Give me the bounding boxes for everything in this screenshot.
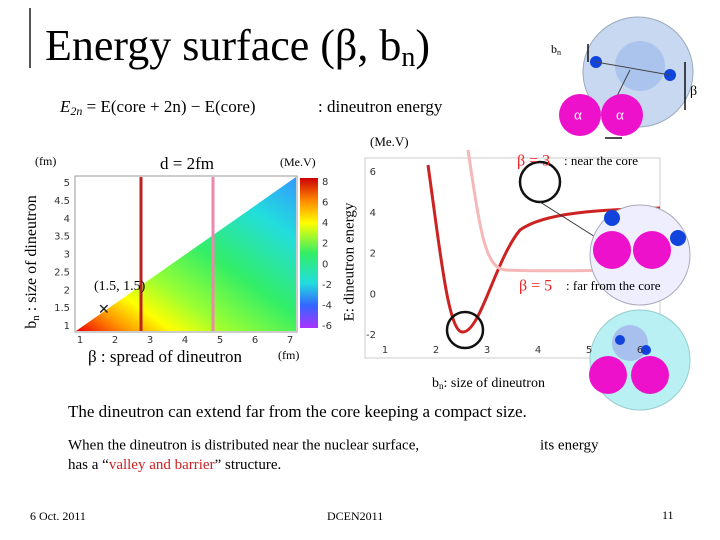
beta5-text: : far from the core: [566, 278, 661, 293]
x-tick-label: 1: [77, 335, 83, 346]
beta5: β = 5: [519, 278, 552, 295]
curve-y-tick-label: 6: [370, 167, 376, 178]
dineutron-cloud: [612, 325, 648, 361]
colorbar-tick-label: 8: [322, 177, 328, 188]
formula: E2n = E(core + 2n) − E(core): [59, 97, 256, 118]
neutron: [670, 230, 686, 246]
pointer: [539, 201, 601, 241]
y-unit: (fm): [35, 154, 56, 168]
footer-date: 6 Oct. 2011: [30, 509, 86, 523]
heatmap-title: d = 2fm: [160, 154, 214, 173]
formula-label: : dineutron energy: [318, 97, 443, 116]
y-tick-label: 4: [64, 214, 70, 225]
highlight: [445, 310, 485, 350]
y-tick-label: 3.5: [54, 232, 70, 243]
title: Energy surface (β, bn): [45, 21, 430, 73]
curve-x-unit: (fm): [278, 348, 299, 362]
alpha-label: α: [574, 107, 582, 123]
page-number: 11: [662, 508, 674, 522]
diagram: bn β α α: [551, 16, 697, 411]
alpha: [593, 231, 631, 269]
x-tick-label: 4: [182, 335, 188, 346]
neutron: [641, 345, 651, 355]
footer-conf: DCEN2011: [327, 509, 383, 523]
body-line: its energy: [540, 437, 599, 453]
curve-y-tick-label: 0: [370, 289, 376, 300]
beta3: β = 3: [517, 153, 550, 170]
bn-line: [595, 61, 671, 76]
alpha: [633, 231, 671, 269]
bn-note: bn: size of dineutron: [432, 376, 545, 391]
colorbar-tick-label: -4: [322, 300, 332, 311]
curve-x-tick-label: 6: [637, 345, 643, 356]
curve-y-tick-label: 4: [370, 208, 376, 219]
curve-beta3: [426, 164, 661, 334]
annotation: (1.5, 1.5): [94, 279, 146, 294]
y-tick-label: 2.5: [54, 267, 70, 278]
bn-label: bn: [551, 42, 561, 57]
colorbar-tick-label: 2: [322, 239, 328, 250]
alpha-label: α: [616, 107, 624, 123]
x-tick-label: 5: [217, 335, 223, 346]
x-tick-label: 3: [147, 335, 153, 346]
beta3-text: : near the core: [564, 153, 638, 168]
alpha: [589, 356, 627, 394]
curve-x-tick-label: 2: [433, 345, 439, 356]
beta-label: β: [690, 84, 697, 99]
body-line: When the dineutron is distributed near t…: [68, 437, 419, 453]
y-tick-label: 5: [64, 178, 70, 189]
alpha: [601, 94, 643, 136]
curve-x-tick-label: 4: [535, 345, 541, 356]
neutron: [604, 210, 620, 226]
curve-y-tick-label: -2: [366, 330, 376, 341]
min-marker: ×: [98, 299, 109, 321]
y-label: bn : size of dineutron: [23, 195, 42, 328]
colorbar-tick-label: -2: [322, 280, 332, 291]
y-tick-label: 1.5: [54, 303, 70, 314]
y-tick-label: 1: [64, 321, 70, 332]
curve-x-tick-label: 1: [382, 345, 388, 356]
neutron: [615, 335, 625, 345]
curve-x-tick-label: 3: [484, 345, 490, 356]
colorbar: [300, 178, 318, 328]
x-tick-label: 6: [252, 335, 258, 346]
curve-x-tick-label: 5: [586, 345, 592, 356]
body-line: has a “valley and barrier” structure.: [68, 457, 281, 473]
energy-unit: (Me.V): [370, 134, 409, 149]
colorbar-unit: (Me.V): [280, 155, 316, 169]
y-tick-label: 3: [64, 250, 70, 261]
x-tick-label: 2: [112, 335, 118, 346]
x-tick-label: 7: [287, 335, 293, 346]
heatmap: × (1.5, 1.5): [74, 175, 318, 333]
heat-region: [76, 177, 296, 331]
x-label: β : spread of dineutron: [88, 347, 243, 366]
curve-y-tick-label: 2: [370, 249, 376, 260]
colorbar-tick-label: -6: [322, 321, 332, 332]
y-tick-label: 2: [64, 285, 70, 296]
y-tick-label: 4.5: [54, 196, 70, 207]
alpha: [559, 94, 601, 136]
colorbar-tick-label: 4: [322, 218, 328, 229]
colorbar-tick-label: 0: [322, 259, 328, 270]
dineutron-cloud: [615, 41, 665, 91]
body-line: The dineutron can extend far from the co…: [68, 402, 527, 421]
alpha: [631, 356, 669, 394]
colorbar-tick-label: 6: [322, 198, 328, 209]
curve-y-label: E: dineutron energy: [341, 202, 357, 321]
